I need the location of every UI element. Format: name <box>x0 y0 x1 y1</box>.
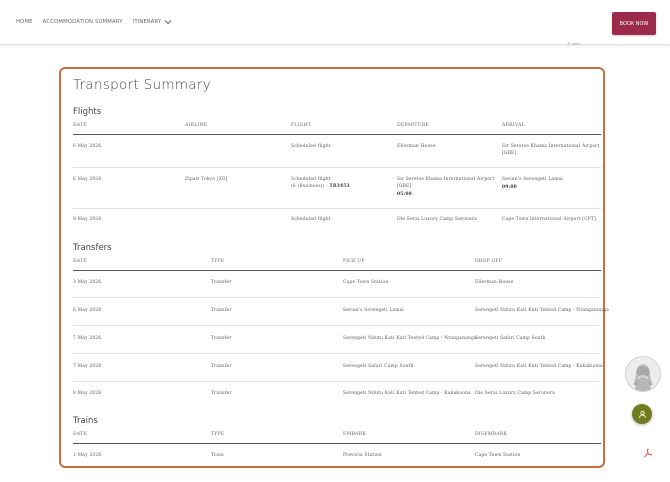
cell-flight: Scheduled flight <box>291 177 331 182</box>
nav-accommodation-label: ACCOMMODATION SUMMARY <box>42 19 123 25</box>
col-date: DATE <box>73 123 87 128</box>
cell-arrival: Cape Town International Airport [CPT] <box>502 217 596 222</box>
chevron-down-icon <box>164 20 172 25</box>
pdf-icon[interactable] <box>643 448 653 458</box>
book-now-button[interactable]: BOOK NOW <box>612 12 656 35</box>
cell-type: Transfer <box>211 336 232 341</box>
col-date: DATE <box>73 259 87 264</box>
table-row: 8 May 2026 Scheduled flight Ole Serai Lu… <box>73 209 601 235</box>
col-flight: FLIGHT <box>291 123 311 128</box>
person-icon <box>638 410 646 418</box>
cell-pickup: Serengeti Ndutu Kati Kati Tented Camp - … <box>343 391 471 396</box>
cell-pickup: Serengeti Ndutu Kati Kati Tented Camp - … <box>343 336 477 341</box>
cell-departure-code: [GBE] <box>397 184 412 189</box>
col-dropoff: DROP OFF <box>475 259 503 264</box>
cell-pickup: Cape Town Station <box>343 280 389 285</box>
cell-type: Train <box>211 453 224 458</box>
table-row: 8 May 2026 Transfer Serengeti Ndutu Kati… <box>73 382 601 407</box>
transfers-table-header: DATE TYPE PICK UP DROP OFF <box>73 257 601 271</box>
table-row: 7 May 2026 Transfer Serengeti Ndutu Kati… <box>73 326 601 354</box>
transport-summary-card: Transport Summary Flights DATE AIRLINE F… <box>59 67 609 468</box>
cell-arrival: Serian's Serengeti Lamai <box>502 177 564 182</box>
trains-heading: Trains <box>73 416 98 426</box>
cell-date: 6 May 2026 <box>73 308 102 313</box>
cell-type: Transfer <box>211 364 232 369</box>
flights-table-header: DATE AIRLINE FLIGHT DEPARTURE ARRIVAL <box>73 121 601 135</box>
col-embark: EMBARK <box>343 432 366 437</box>
cell-dropoff: Serengeti Ndutu Kati Kati Tented Camp - … <box>475 308 609 313</box>
nav-itinerary[interactable]: ITINERARY <box>133 19 173 25</box>
nav-accommodation-summary[interactable]: ACCOMMODATION SUMMARY <box>43 19 123 25</box>
cell-flight: Scheduled flight <box>291 217 331 222</box>
cell-departure-time: 05:00 <box>397 192 412 197</box>
col-date: DATE <box>73 432 87 437</box>
col-pickup: PICK UP <box>343 259 365 264</box>
table-row: 1 May 2026 Train Pretoria Station Cape T… <box>73 444 601 464</box>
powered-by-logo: Ⓟ wetu <box>567 42 581 46</box>
cell-departure: Sir Seretse Khama International Airport <box>397 177 495 182</box>
cell-embark: Pretoria Station <box>343 453 382 458</box>
cell-arrival-time: 09:00 <box>502 185 517 190</box>
cell-airline: Zipair Tokyo [ZG] <box>185 177 228 182</box>
cell-disembark: Cape Town Station <box>475 453 521 458</box>
top-navigation-bar: HOME ACCOMMODATION SUMMARY ITINERARY BOO… <box>0 0 670 45</box>
table-row: 3 May 2026 Transfer Cape Town Station El… <box>73 271 601 298</box>
cell-date: 1 May 2026 <box>73 453 102 458</box>
table-row: 7 May 2026 Transfer Serengeti Safari Cam… <box>73 354 603 382</box>
cell-flight-class: (6 (Business)) - TB3453 <box>291 183 350 190</box>
cell-arrival-code: [GBE] <box>502 151 517 156</box>
flight-class-text: (6 (Business)) - <box>291 184 330 189</box>
table-row: 6 May 2026 Scheduled flight Ellerman Hou… <box>73 135 601 168</box>
nav-home-label: HOME <box>16 19 33 25</box>
col-disembark: DISEMBARK <box>475 432 508 437</box>
cell-date: 7 May 2026 <box>73 336 102 341</box>
cell-date: 6 May 2026 <box>73 144 102 149</box>
cell-date: 6 May 2026 <box>73 177 102 182</box>
cell-dropoff: Serengeti Ndutu Kati Kati Tented Camp - … <box>475 364 603 369</box>
person-icon <box>626 357 660 391</box>
table-row: 6 May 2026 Transfer Serian's Serengeti L… <box>73 298 609 326</box>
flights-heading: Flights <box>73 107 102 117</box>
col-departure: DEPARTURE <box>397 123 429 128</box>
nav-home[interactable]: HOME <box>16 19 33 25</box>
col-airline: AIRLINE <box>185 123 208 128</box>
cell-flight: Scheduled flight <box>291 144 331 149</box>
table-row: 6 May 2026 Zipair Tokyo [ZG] Scheduled f… <box>73 168 601 209</box>
cell-departure: Ellerman House <box>397 144 436 149</box>
cell-departure: Ole Serai Luxury Camp Seronera <box>397 217 477 222</box>
flight-number: TB3453 <box>329 184 350 189</box>
col-type: TYPE <box>211 259 225 264</box>
cell-pickup: Serengeti Safari Camp South <box>343 364 414 369</box>
agent-avatar[interactable] <box>625 356 661 392</box>
col-type: TYPE <box>211 432 225 437</box>
trains-table-header: DATE TYPE EMBARK DISEMBARK <box>73 430 601 444</box>
transfers-heading: Transfers <box>73 243 112 253</box>
cell-date: 8 May 2026 <box>73 391 102 396</box>
cell-dropoff: Ole Serai Luxury Camp Seronera <box>475 391 555 396</box>
cell-arrival: Sir Seretse Khama International Airport <box>502 144 600 149</box>
cell-date: 3 May 2026 <box>73 280 102 285</box>
cell-dropoff: Serengeti Safari Camp South <box>475 336 546 341</box>
col-arrival: ARRIVAL <box>502 123 525 128</box>
cell-type: Transfer <box>211 391 232 396</box>
cell-pickup: Serian's Serengeti Lamai <box>343 308 405 313</box>
cell-date: 8 May 2026 <box>73 217 102 222</box>
cell-type: Transfer <box>211 280 232 285</box>
powered-by-text: wetu <box>571 42 581 46</box>
main-nav: HOME ACCOMMODATION SUMMARY ITINERARY <box>16 19 172 25</box>
cell-date: 7 May 2026 <box>73 364 102 369</box>
contact-button[interactable] <box>632 404 652 424</box>
nav-itinerary-label: ITINERARY <box>132 19 162 25</box>
cell-type: Transfer <box>211 308 232 313</box>
cell-dropoff: Ellerman House <box>475 280 514 285</box>
page-title: Transport Summary <box>73 77 211 93</box>
